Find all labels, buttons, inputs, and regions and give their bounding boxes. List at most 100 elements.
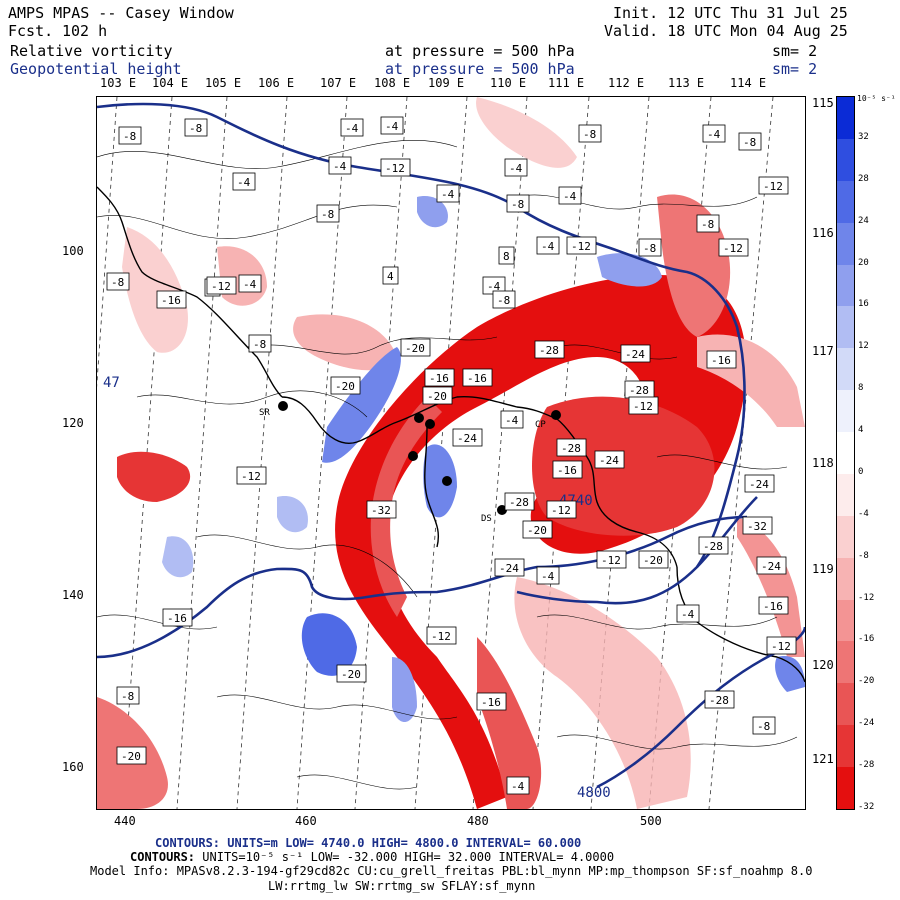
colorbar-tick-label: -20 xyxy=(858,676,875,687)
vorticity-value-label: -8 xyxy=(578,124,602,143)
svg-text:-28: -28 xyxy=(703,540,723,553)
svg-text:-8: -8 xyxy=(111,276,124,289)
vorticity-value-label: -8 xyxy=(492,290,516,309)
vorticity-value-label: -8 xyxy=(316,204,340,223)
svg-text:-20: -20 xyxy=(527,524,547,537)
svg-text:-16: -16 xyxy=(481,696,501,709)
colorbar-tick-label: 16 xyxy=(858,299,869,310)
contours-prefix: CONTOURS: xyxy=(155,836,221,850)
colorbar-segment xyxy=(837,264,854,307)
plot-title: AMPS MPAS -- Casey Window xyxy=(8,4,234,22)
lon-label: 103 E xyxy=(100,76,137,90)
svg-text:8: 8 xyxy=(503,250,510,263)
vorticity-value-label: -20 xyxy=(422,386,453,405)
forecast-label: Fcst. xyxy=(8,22,54,40)
lon-label: 106 E xyxy=(258,76,295,90)
valid-time: Valid. 18 UTC Mon 04 Aug 25 xyxy=(604,22,848,40)
svg-text:-32: -32 xyxy=(747,520,767,533)
colorbar-tick-label: 12 xyxy=(858,341,869,352)
colorbar-segment xyxy=(837,683,854,726)
svg-text:-16: -16 xyxy=(557,464,577,477)
vorticity-value-label: -32 xyxy=(742,516,773,535)
svg-text:-12: -12 xyxy=(601,554,621,567)
vorticity-value-label: -16 xyxy=(462,368,493,387)
svg-text:-16: -16 xyxy=(467,372,487,385)
vorticity-value-label: -4 xyxy=(536,566,560,585)
vorticity-value-label: -8 xyxy=(116,686,140,705)
colorbar-segment xyxy=(837,725,854,768)
vorticity-value-label: -32 xyxy=(366,500,397,519)
vorticity-value-label: -8 xyxy=(506,194,530,213)
svg-text:-8: -8 xyxy=(743,136,756,149)
vorticity-value-label: -12 xyxy=(596,550,627,569)
colorbar-tick-label: -4 xyxy=(858,508,869,519)
station-markers xyxy=(278,401,561,515)
svg-text:-8: -8 xyxy=(123,130,136,143)
svg-text:-8: -8 xyxy=(321,208,334,221)
vorticity-value-label: -28 xyxy=(534,340,565,359)
svg-text:-28: -28 xyxy=(509,496,529,509)
svg-text:-20: -20 xyxy=(427,390,447,403)
svg-text:-4: -4 xyxy=(243,278,257,291)
vorticity-value-label: -20 xyxy=(330,376,361,395)
svg-text:-12: -12 xyxy=(431,630,451,643)
y-tick: 100 xyxy=(62,244,84,258)
model-info-2: LW:rrtmg_lw SW:rrtmg_sw SFLAY:sf_mynn xyxy=(268,879,536,893)
contours-line2: UNITS=10⁻⁵ s⁻¹ LOW= -32.000 HIGH= 32.000… xyxy=(202,850,615,864)
svg-text:-20: -20 xyxy=(643,554,663,567)
vorticity-value-label: -12 xyxy=(206,276,237,295)
svg-text:-12: -12 xyxy=(723,242,743,255)
svg-text:-12: -12 xyxy=(633,400,653,413)
field2-smoothing: sm= 2 xyxy=(772,60,818,78)
vorticity-value-label: -8 xyxy=(118,126,142,145)
svg-text:-4: -4 xyxy=(333,160,347,173)
vorticity-value-label: -16 xyxy=(156,290,187,309)
colorbar-segment xyxy=(837,222,854,266)
vorticity-value-label: -20 xyxy=(638,550,669,569)
vorticity-value-label: -24 xyxy=(452,428,483,447)
vorticity-value-label: -4 xyxy=(504,158,528,177)
vorticity-value-label: -12 xyxy=(766,636,797,655)
svg-text:-12: -12 xyxy=(241,470,261,483)
colorbar-segment xyxy=(837,138,854,182)
vorticity-value-label: -16 xyxy=(162,608,193,627)
vorticity-value-label: -4 xyxy=(232,172,256,191)
vorticity-value-label: -4 xyxy=(500,410,524,429)
vorticity-value-label: -12 xyxy=(628,396,659,415)
vorticity-value-label: -12 xyxy=(426,626,457,645)
lon-label: 107 E xyxy=(320,76,357,90)
y-tick: 120 xyxy=(62,416,84,430)
colorbar-tick-label: 4 xyxy=(858,425,864,436)
colorbar-tick-label: 8 xyxy=(858,383,864,394)
y-tick: 140 xyxy=(62,588,84,602)
y-tick: 160 xyxy=(62,760,84,774)
svg-text:-4: -4 xyxy=(509,162,523,175)
vorticity-map[interactable]: SR CP DS 4740 4800 47 -8-8-4-4-4-8-12-4-… xyxy=(96,96,806,810)
lon-label: 112 E xyxy=(608,76,645,90)
vorticity-value-label: -4 xyxy=(380,116,404,135)
vorticity-value-label: -8 xyxy=(184,118,208,137)
colorbar-segment xyxy=(837,557,854,601)
colorbar-tick-label: 28 xyxy=(858,173,869,184)
svg-text:-8: -8 xyxy=(701,218,714,231)
svg-text:-4: -4 xyxy=(681,608,695,621)
svg-text:-24: -24 xyxy=(599,454,619,467)
svg-text:-8: -8 xyxy=(511,198,524,211)
field2-pressure: at pressure = 500 hPa xyxy=(385,60,575,78)
vorticity-value-label: -16 xyxy=(476,692,507,711)
vorticity-value-label: -12 xyxy=(236,466,267,485)
svg-text:-4: -4 xyxy=(541,240,555,253)
station-ds: DS xyxy=(481,514,492,524)
contours-line1: UNITS=m LOW= 4740.0 HIGH= 4800.0 INTERVA… xyxy=(227,836,582,850)
svg-text:-20: -20 xyxy=(121,750,141,763)
vorticity-value-label: -16 xyxy=(758,596,789,615)
vorticity-value-label: -24 xyxy=(756,556,787,575)
vorticity-value-label: -20 xyxy=(400,338,431,357)
contours-prefix: CONTOURS: xyxy=(130,850,196,864)
svg-text:-24: -24 xyxy=(761,560,781,573)
colorbar-tick-label: 24 xyxy=(858,215,869,226)
svg-text:-20: -20 xyxy=(341,668,361,681)
colorbar xyxy=(836,96,855,810)
svg-text:-4: -4 xyxy=(487,280,501,293)
vorticity-value-label: -8 xyxy=(106,272,130,291)
